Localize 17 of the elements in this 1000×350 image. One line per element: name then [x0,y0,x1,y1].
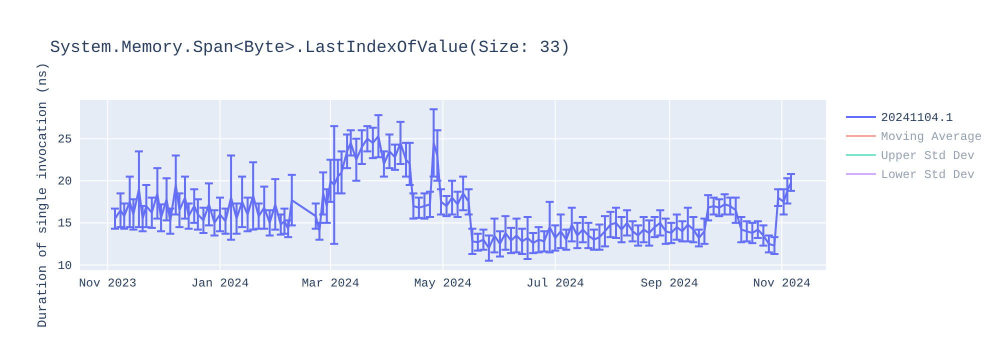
chart-title: System.Memory.Span<Byte>.LastIndexOfValue(Size: 33) [50,39,570,58]
y-tick-label: 20 [58,174,72,189]
y-tick-label: 15 [58,216,72,231]
y-axis-title: Duration of single invocation (ns) [35,62,50,328]
x-tick-label: Jul 2024 [526,276,584,291]
x-tick-label: Nov 2023 [78,276,136,291]
legend-label: Moving Average [881,130,982,144]
legend-label: 20241104.1 [881,111,954,125]
x-tick-label: Jan 2024 [191,276,249,291]
legend-label: Lower Std Dev [881,168,975,182]
x-tick-label: May 2024 [414,276,472,291]
y-tick-label: 25 [58,132,72,147]
legend-label: Upper Std Dev [881,149,975,163]
y-tick-label: 10 [58,258,72,273]
x-tick-label: Sep 2024 [640,276,698,291]
x-tick-label: Mar 2024 [302,276,360,291]
x-tick-label: Nov 2024 [752,276,811,291]
